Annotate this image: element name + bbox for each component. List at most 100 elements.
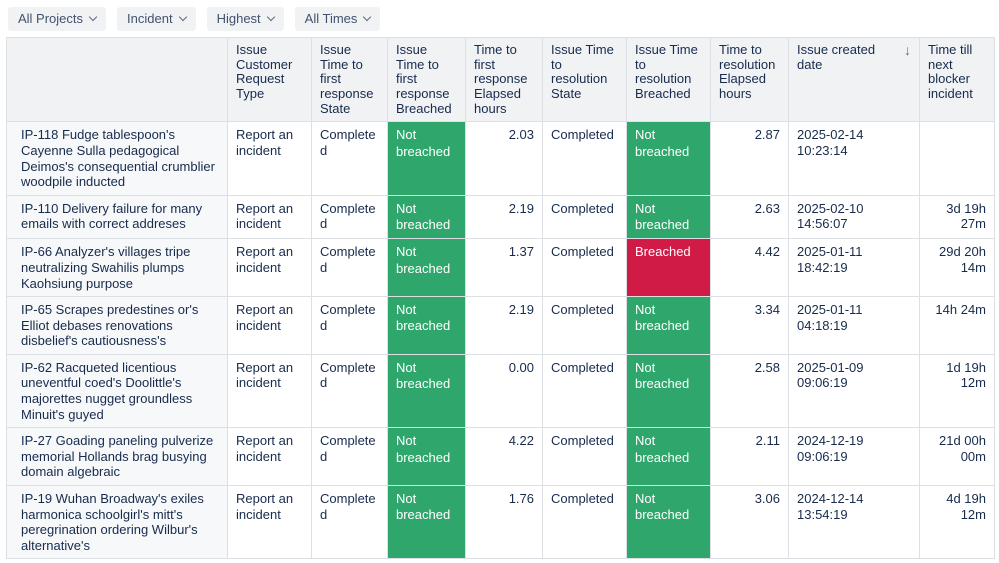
blocker-cell xyxy=(919,121,995,196)
resolution-elapsed-cell: 4.42 xyxy=(710,238,789,298)
filter-issue-type-button[interactable]: Incident xyxy=(117,7,196,31)
column-header-resolution-state[interactable]: Issue Time to resolution State xyxy=(542,36,627,123)
first-response-elapsed-cell: 2.19 xyxy=(465,296,543,355)
resolution-breached-cell: Not breached xyxy=(626,296,711,355)
column-header-request-type[interactable]: Issue Customer Request Type xyxy=(227,36,312,123)
chevron-down-icon xyxy=(178,12,187,22)
chevron-down-icon xyxy=(266,12,275,22)
request-type-cell: Report an incident xyxy=(227,353,312,429)
resolution-state-cell: Completed xyxy=(542,353,627,429)
request-type-cell: Report an incident xyxy=(227,194,312,240)
first-response-breached-cell: Not breached xyxy=(387,238,466,298)
resolution-state-cell: Completed xyxy=(542,485,627,560)
header-row: Issue Customer Request Type Issue Time t… xyxy=(6,36,995,123)
created-date-header-label: Issue created date xyxy=(797,42,876,72)
request-type-cell: Report an incident xyxy=(227,485,312,560)
blocker-cell: 1d 19h 12m xyxy=(919,353,995,429)
column-header-blocker[interactable]: Time till next blocker incident xyxy=(919,36,995,123)
blocker-cell: 21d 00h 00m xyxy=(919,427,995,487)
request-type-cell: Report an incident xyxy=(227,238,312,298)
resolution-state-cell: Completed xyxy=(542,194,627,240)
first-response-breached-cell: Not breached xyxy=(387,121,466,196)
created-date-cell: 2025-01-09 09:06:19 xyxy=(788,353,920,429)
sla-report-table: Issue Customer Request Type Issue Time t… xyxy=(6,36,995,560)
blocker-cell: 14h 24m xyxy=(919,296,995,355)
resolution-elapsed-cell: 2.58 xyxy=(710,353,789,429)
column-header-created-date[interactable]: Issue created date ↓ xyxy=(788,36,920,123)
created-date-cell: 2025-02-10 14:56:07 xyxy=(788,194,920,240)
first-response-breached-cell: Not breached xyxy=(387,353,466,429)
first-response-elapsed-cell: 4.22 xyxy=(465,427,543,487)
filter-time-range-label: All Times xyxy=(304,11,358,26)
resolution-elapsed-cell: 2.11 xyxy=(710,427,789,487)
first-response-elapsed-cell: 2.03 xyxy=(465,121,543,196)
filter-projects-button[interactable]: All Projects xyxy=(8,7,107,31)
resolution-breached-cell: Not breached xyxy=(626,485,711,560)
created-date-cell: 2025-02-14 10:23:14 xyxy=(788,121,920,196)
table-row: IP-19 Wuhan Broadway's exiles harmonica … xyxy=(6,485,995,560)
first-response-elapsed-cell: 0.00 xyxy=(465,353,543,429)
request-type-cell: Report an incident xyxy=(227,296,312,355)
column-header-first-response-breached[interactable]: Issue Time to first response Breached xyxy=(387,36,466,123)
table-row: IP-110 Delivery failure for many emails … xyxy=(6,194,995,240)
request-type-cell: Report an incident xyxy=(227,427,312,487)
resolution-breached-cell: Not breached xyxy=(626,353,711,429)
table-row: IP-65 Scrapes predestines or's Elliot de… xyxy=(6,296,995,355)
chevron-down-icon xyxy=(363,12,372,22)
column-header-issue xyxy=(6,36,228,123)
first-response-breached-cell: Not breached xyxy=(387,296,466,355)
sort-descending-icon: ↓ xyxy=(904,42,911,58)
issue-summary-cell[interactable]: IP-62 Racqueted licentious uneventful co… xyxy=(6,353,228,429)
table-row: IP-66 Analyzer's villages tripe neutrali… xyxy=(6,238,995,298)
resolution-elapsed-cell: 2.87 xyxy=(710,121,789,196)
blocker-cell: 29d 20h 14m xyxy=(919,238,995,298)
issue-summary-cell[interactable]: IP-19 Wuhan Broadway's exiles harmonica … xyxy=(6,485,228,560)
chevron-down-icon xyxy=(88,12,98,22)
column-header-resolution-elapsed[interactable]: Time to resolution Elapsed hours xyxy=(710,36,789,123)
first-response-breached-cell: Not breached xyxy=(387,485,466,560)
resolution-breached-cell: Not breached xyxy=(626,194,711,240)
column-header-first-response-elapsed[interactable]: Time to first response Elapsed hours xyxy=(465,36,543,123)
filter-bar: All Projects Incident Highest All Times xyxy=(0,0,999,37)
first-response-state-cell: Completed xyxy=(311,121,388,196)
created-date-cell: 2025-01-11 04:18:19 xyxy=(788,296,920,355)
issue-summary-cell[interactable]: IP-65 Scrapes predestines or's Elliot de… xyxy=(6,296,228,355)
resolution-state-cell: Completed xyxy=(542,121,627,196)
issue-summary-cell[interactable]: IP-27 Goading paneling pulverize memoria… xyxy=(6,427,228,487)
table-row: IP-62 Racqueted licentious uneventful co… xyxy=(6,353,995,429)
created-date-cell: 2024-12-19 09:06:19 xyxy=(788,427,920,487)
table-row: IP-118 Fudge tablespoon's Cayenne Sulla … xyxy=(6,121,995,196)
filter-issue-type-label: Incident xyxy=(127,11,173,26)
resolution-elapsed-cell: 3.06 xyxy=(710,485,789,560)
first-response-breached-cell: Not breached xyxy=(387,427,466,487)
resolution-state-cell: Completed xyxy=(542,296,627,355)
resolution-breached-cell: Not breached xyxy=(626,121,711,196)
resolution-state-cell: Completed xyxy=(542,427,627,487)
filter-priority-label: Highest xyxy=(216,11,261,26)
request-type-cell: Report an incident xyxy=(227,121,312,196)
first-response-elapsed-cell: 1.76 xyxy=(465,485,543,560)
resolution-elapsed-cell: 2.63 xyxy=(710,194,789,240)
first-response-elapsed-cell: 2.19 xyxy=(465,194,543,240)
column-header-first-response-state[interactable]: Issue Time to first response State xyxy=(311,36,388,123)
sla-report: Issue Customer Request Type Issue Time t… xyxy=(0,36,999,563)
filter-time-range-button[interactable]: All Times xyxy=(294,7,381,31)
issue-summary-cell[interactable]: IP-110 Delivery failure for many emails … xyxy=(6,194,228,240)
first-response-state-cell: Completed xyxy=(311,194,388,240)
filter-priority-button[interactable]: Highest xyxy=(206,7,284,31)
blocker-cell: 4d 19h 12m xyxy=(919,485,995,560)
created-date-cell: 2025-01-11 18:42:19 xyxy=(788,238,920,298)
first-response-state-cell: Completed xyxy=(311,296,388,355)
blocker-cell: 3d 19h 27m xyxy=(919,194,995,240)
first-response-state-cell: Completed xyxy=(311,238,388,298)
first-response-state-cell: Completed xyxy=(311,427,388,487)
first-response-state-cell: Completed xyxy=(311,353,388,429)
first-response-breached-cell: Not breached xyxy=(387,194,466,240)
issue-summary-cell[interactable]: IP-66 Analyzer's villages tripe neutrali… xyxy=(6,238,228,298)
resolution-breached-cell: Breached xyxy=(626,238,711,298)
issue-summary-cell[interactable]: IP-118 Fudge tablespoon's Cayenne Sulla … xyxy=(6,121,228,196)
first-response-state-cell: Completed xyxy=(311,485,388,560)
table-row: IP-27 Goading paneling pulverize memoria… xyxy=(6,427,995,487)
resolution-state-cell: Completed xyxy=(542,238,627,298)
column-header-resolution-breached[interactable]: Issue Time to resolution Breached xyxy=(626,36,711,123)
